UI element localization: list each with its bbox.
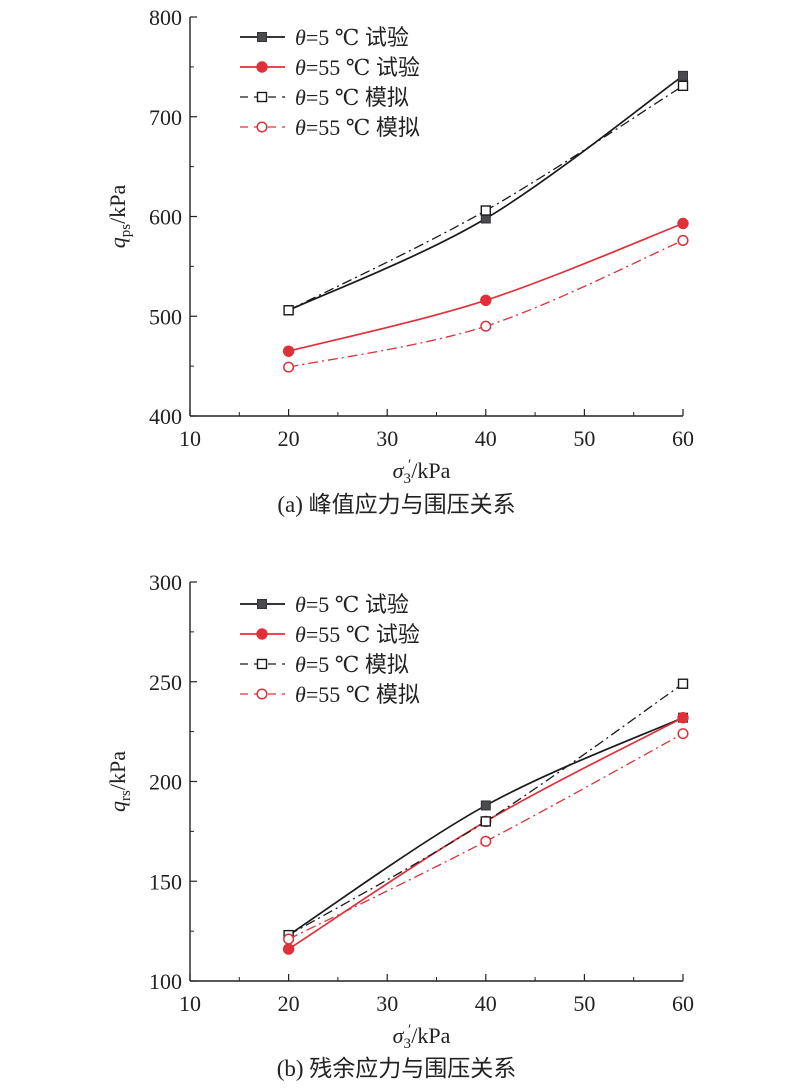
data-point	[480, 835, 492, 847]
x-tick-label: 10	[179, 991, 201, 1016]
data-point	[677, 678, 689, 689]
legend-label: θ=55 ℃ 模拟	[295, 682, 420, 707]
x-tick-label: 50	[573, 426, 595, 451]
x-tick-label: 60	[672, 991, 694, 1016]
data-point	[677, 234, 689, 246]
data-point	[283, 361, 295, 373]
data-point	[282, 345, 295, 357]
legend-label: θ=5 ℃ 模拟	[295, 652, 409, 677]
y-tick-label: 500	[149, 304, 182, 329]
y-tick-label: 400	[149, 404, 182, 429]
legend-label: θ=5 ℃ 试验	[295, 25, 409, 50]
data-point	[283, 933, 295, 945]
y-tick-label: 700	[149, 105, 182, 130]
data-point	[480, 800, 491, 811]
series-line	[288, 716, 684, 950]
legend-label: θ=55 ℃ 试验	[295, 622, 420, 647]
legend-label: θ=5 ℃ 试验	[295, 592, 409, 617]
data-point	[677, 80, 689, 92]
series-line	[288, 222, 684, 352]
legend-swatch-marker	[257, 599, 267, 609]
data-point	[283, 305, 294, 316]
figure-caption: (a) 峰值应力与围压关系	[277, 492, 515, 517]
chart-b: 10 20 30 40 50 60 100 150 200 250 300 σ3′/kPa qrs/kP…	[105, 570, 694, 1081]
x-tick-label: 30	[376, 426, 398, 451]
x-tick-label: 60	[672, 426, 694, 451]
y-tick-label: 150	[149, 869, 182, 894]
legend-swatch-marker	[256, 688, 268, 700]
legend-swatch-marker	[256, 121, 268, 133]
legend-swatch-marker	[256, 61, 268, 73]
data-point	[282, 943, 295, 955]
legend-swatch-marker	[256, 628, 268, 640]
series-line	[288, 75, 684, 312]
legend-swatch-marker	[256, 91, 268, 103]
chart-a: 10 20 30 40 50 60 400 500 600 700 800 σ3′/kPa qps/kP…	[105, 5, 694, 517]
y-tick-label: 800	[149, 5, 182, 30]
x-tick-label: 20	[278, 426, 300, 451]
y-axis-label: qps/kPa	[105, 185, 134, 249]
data-point	[480, 294, 492, 306]
data-point	[678, 70, 688, 81]
legend-swatch-marker	[256, 658, 268, 670]
data-point	[480, 816, 491, 827]
x-tick-label: 20	[278, 991, 300, 1016]
data-point	[677, 217, 689, 230]
x-tick-label: 40	[475, 426, 497, 451]
data-point	[677, 728, 689, 740]
y-axis-label: qrs/kPa	[105, 751, 134, 812]
y-tick-label: 300	[149, 570, 182, 595]
legend-swatch-marker	[257, 32, 267, 42]
y-tick-label: 200	[149, 770, 182, 795]
x-axis-label: σ3′/kPa	[393, 1022, 451, 1052]
y-tick-label: 250	[149, 670, 182, 695]
x-tick-label: 30	[376, 991, 398, 1016]
x-axis-label: σ3′/kPa	[393, 457, 451, 487]
figure-caption: (b) 残余应力与围压关系	[277, 1056, 517, 1081]
x-tick-label: 40	[475, 991, 497, 1016]
data-point	[480, 205, 491, 216]
x-tick-label: 10	[179, 426, 201, 451]
data-point	[677, 711, 689, 724]
legend-label: θ=55 ℃ 模拟	[295, 115, 420, 140]
legend-label: θ=55 ℃ 试验	[295, 55, 420, 80]
y-tick-label: 600	[149, 205, 182, 230]
x-tick-label: 50	[573, 991, 595, 1016]
data-point	[480, 320, 492, 332]
legend-label: θ=5 ℃ 模拟	[295, 85, 409, 110]
y-tick-label: 100	[149, 969, 182, 994]
